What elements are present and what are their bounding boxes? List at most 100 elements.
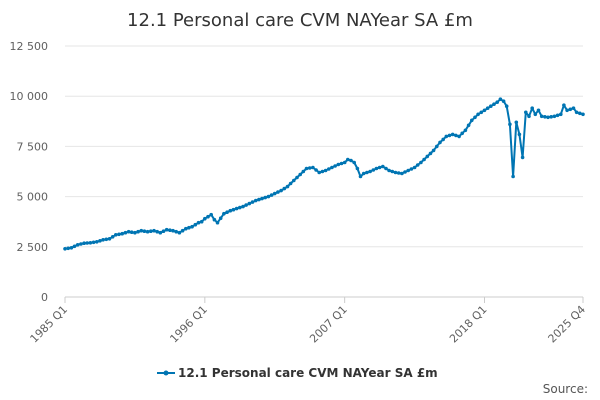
data-point[interactable] bbox=[346, 157, 350, 162]
data-point[interactable] bbox=[244, 203, 248, 207]
data-point[interactable] bbox=[304, 166, 309, 171]
data-point[interactable] bbox=[581, 112, 585, 117]
data-point[interactable] bbox=[250, 200, 255, 204]
data-point[interactable] bbox=[562, 103, 566, 107]
data-point[interactable] bbox=[95, 240, 99, 244]
data-point[interactable] bbox=[482, 108, 487, 113]
data-point[interactable] bbox=[543, 115, 547, 119]
data-point[interactable] bbox=[419, 160, 423, 165]
data-point[interactable] bbox=[228, 208, 233, 213]
data-point[interactable] bbox=[361, 171, 366, 176]
data-point[interactable] bbox=[466, 123, 471, 128]
data-point[interactable] bbox=[539, 114, 544, 119]
data-point[interactable] bbox=[578, 111, 582, 116]
data-point[interactable] bbox=[139, 228, 144, 233]
data-point[interactable] bbox=[444, 134, 449, 139]
data-point[interactable] bbox=[168, 228, 172, 232]
data-point[interactable] bbox=[393, 170, 398, 175]
data-point[interactable] bbox=[123, 230, 128, 235]
data-point[interactable] bbox=[330, 165, 334, 170]
data-point[interactable] bbox=[565, 108, 569, 113]
data-point[interactable] bbox=[508, 122, 512, 127]
data-point[interactable] bbox=[501, 99, 506, 103]
data-point[interactable] bbox=[225, 210, 229, 214]
data-point[interactable] bbox=[145, 229, 150, 234]
data-point[interactable] bbox=[327, 167, 331, 171]
data-point[interactable] bbox=[450, 132, 455, 137]
data-point[interactable] bbox=[317, 170, 322, 175]
data-point[interactable] bbox=[206, 214, 210, 219]
data-point[interactable] bbox=[460, 131, 465, 136]
data-point[interactable] bbox=[517, 132, 522, 137]
data-point[interactable] bbox=[457, 134, 461, 139]
data-point[interactable] bbox=[263, 195, 268, 200]
data-point[interactable] bbox=[282, 186, 287, 191]
data-point[interactable] bbox=[75, 243, 80, 247]
data-point[interactable] bbox=[276, 190, 280, 194]
data-point[interactable] bbox=[365, 170, 369, 175]
data-point[interactable] bbox=[396, 171, 401, 175]
data-point[interactable] bbox=[136, 229, 140, 234]
data-point[interactable] bbox=[492, 102, 496, 106]
data-point[interactable] bbox=[104, 237, 109, 242]
data-point[interactable] bbox=[272, 191, 277, 196]
data-point[interactable] bbox=[307, 166, 312, 170]
data-point[interactable] bbox=[571, 106, 576, 110]
data-point[interactable] bbox=[292, 178, 296, 183]
data-point[interactable] bbox=[400, 171, 404, 176]
data-point[interactable] bbox=[314, 168, 318, 172]
data-point[interactable] bbox=[199, 219, 204, 224]
data-point[interactable] bbox=[552, 114, 557, 119]
data-point[interactable] bbox=[98, 239, 102, 243]
data-point[interactable] bbox=[371, 168, 376, 172]
data-point[interactable] bbox=[447, 133, 452, 138]
data-point[interactable] bbox=[260, 196, 264, 201]
data-point[interactable] bbox=[495, 100, 500, 104]
data-point[interactable] bbox=[559, 112, 563, 117]
data-point[interactable] bbox=[479, 110, 484, 115]
data-point[interactable] bbox=[301, 169, 306, 174]
data-point[interactable] bbox=[171, 228, 175, 233]
data-point[interactable] bbox=[381, 164, 385, 169]
data-point[interactable] bbox=[180, 228, 185, 233]
data-point[interactable] bbox=[311, 165, 315, 170]
data-point[interactable] bbox=[320, 169, 325, 174]
data-point[interactable] bbox=[91, 240, 96, 245]
data-point[interactable] bbox=[269, 193, 274, 197]
data-point[interactable] bbox=[476, 112, 480, 117]
data-point[interactable] bbox=[218, 216, 223, 220]
data-point[interactable] bbox=[79, 242, 83, 246]
data-point[interactable] bbox=[415, 163, 420, 167]
data-point[interactable] bbox=[339, 161, 344, 166]
data-point[interactable] bbox=[470, 118, 474, 123]
data-point[interactable] bbox=[403, 170, 407, 174]
data-point[interactable] bbox=[358, 174, 363, 179]
data-point[interactable] bbox=[126, 229, 131, 234]
data-point[interactable] bbox=[133, 230, 137, 235]
data-point[interactable] bbox=[266, 194, 271, 199]
data-point[interactable] bbox=[164, 227, 169, 232]
data-point[interactable] bbox=[231, 207, 236, 212]
data-point[interactable] bbox=[158, 230, 163, 235]
data-point[interactable] bbox=[69, 246, 74, 250]
data-point[interactable] bbox=[234, 206, 239, 211]
data-point[interactable] bbox=[368, 169, 372, 174]
data-point[interactable] bbox=[161, 229, 166, 233]
data-point[interactable] bbox=[177, 230, 182, 235]
data-point[interactable] bbox=[88, 241, 93, 245]
data-point[interactable] bbox=[387, 168, 391, 173]
data-point[interactable] bbox=[374, 166, 379, 171]
data-point[interactable] bbox=[298, 172, 303, 177]
data-point[interactable] bbox=[149, 229, 153, 233]
data-point[interactable] bbox=[352, 160, 357, 165]
data-point[interactable] bbox=[288, 181, 293, 186]
data-point[interactable] bbox=[238, 205, 242, 210]
data-point[interactable] bbox=[187, 225, 191, 230]
data-point[interactable] bbox=[406, 168, 411, 173]
data-point[interactable] bbox=[504, 104, 509, 108]
data-point[interactable] bbox=[422, 157, 426, 162]
data-point[interactable] bbox=[536, 108, 541, 113]
data-point[interactable] bbox=[355, 166, 360, 171]
data-point[interactable] bbox=[473, 115, 477, 120]
data-point[interactable] bbox=[295, 175, 299, 180]
